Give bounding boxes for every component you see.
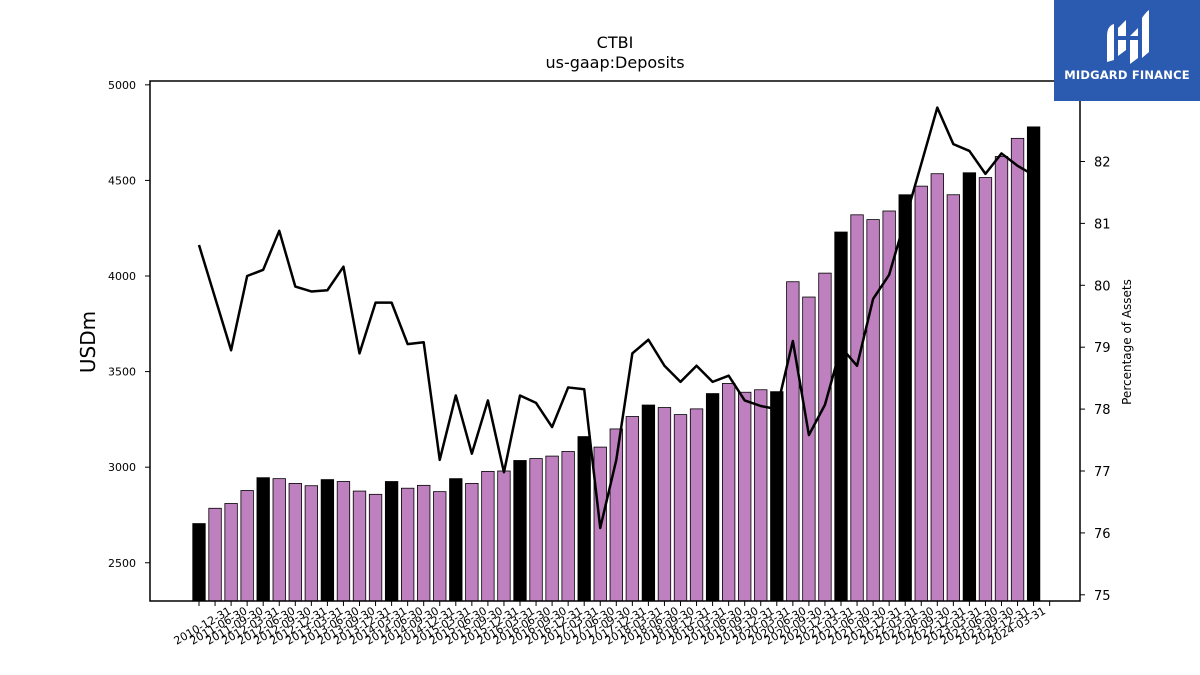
- bar: [770, 391, 784, 602]
- y2-axis-label: Percentage of Assets: [1120, 279, 1134, 405]
- bar: [802, 296, 816, 602]
- y2-tick-label: 75: [1094, 589, 1111, 604]
- bar: [497, 470, 511, 602]
- bar: [962, 172, 977, 602]
- bar: [256, 477, 270, 602]
- bar: [882, 210, 896, 602]
- line-series: [197, 106, 1035, 530]
- bar: [481, 470, 495, 602]
- bar: [288, 483, 302, 602]
- chart-title: CTBI: [597, 33, 634, 52]
- line-path: [197, 106, 1035, 530]
- bar: [786, 281, 800, 602]
- bar: [850, 214, 864, 602]
- y-tick-label: 3500: [108, 366, 136, 379]
- bar: [384, 481, 399, 602]
- bar: [994, 156, 1009, 602]
- chart-subtitle: us-gaap:Deposits: [545, 53, 684, 72]
- bar: [930, 173, 944, 602]
- bar: [304, 485, 319, 602]
- x-axis: 2010-12-312011-06-302011-09-302012-03-31…: [172, 601, 1051, 648]
- bar: [625, 416, 639, 602]
- bar: [272, 478, 286, 602]
- bar: [1010, 137, 1025, 602]
- bar: [513, 460, 527, 602]
- bar: [417, 484, 431, 602]
- brand-logo: MIDGARD FINANCE: [1054, 0, 1200, 101]
- y-tick-label: 4000: [108, 270, 136, 283]
- y2-tick-label: 79: [1094, 341, 1111, 356]
- y-tick-label: 5000: [108, 79, 136, 92]
- bar: [946, 194, 960, 602]
- bar-series: [192, 126, 1041, 602]
- bar: [818, 272, 832, 602]
- bar: [898, 194, 912, 602]
- y2-tick-label: 78: [1094, 403, 1111, 418]
- bar: [368, 493, 383, 602]
- bar: [400, 487, 415, 602]
- y-tick-label: 3000: [108, 461, 136, 474]
- bar: [657, 407, 672, 602]
- bar: [336, 481, 351, 602]
- y2-tick-label: 82: [1094, 155, 1111, 170]
- y-tick-label: 4500: [108, 174, 136, 187]
- bar: [224, 503, 238, 602]
- bar: [1026, 126, 1041, 602]
- y-axis: 2500 3000 3500 4000 4500 5000: [108, 79, 150, 570]
- bar: [240, 490, 254, 602]
- bar: [320, 479, 335, 602]
- bar: [673, 414, 688, 602]
- bar: [545, 455, 559, 602]
- bar: [914, 185, 928, 602]
- bar: [866, 219, 880, 602]
- bar: [722, 383, 736, 602]
- y-axis-label: USDm: [76, 311, 100, 373]
- brand-name: MIDGARD FINANCE: [1064, 68, 1190, 82]
- y2-tick-label: 80: [1094, 279, 1111, 294]
- bar: [208, 507, 222, 602]
- bar: [352, 490, 367, 602]
- bar: [449, 478, 463, 602]
- bar: [465, 483, 479, 602]
- plot-frame: [149, 80, 1081, 602]
- y2-tick-label: 76: [1094, 527, 1111, 542]
- bar: [978, 177, 993, 602]
- bar: [705, 393, 720, 602]
- bar: [561, 451, 575, 602]
- bar: [433, 491, 447, 602]
- bar: [529, 458, 543, 602]
- bar: [689, 408, 704, 602]
- bar: [738, 391, 752, 602]
- bar: [641, 404, 656, 602]
- midgard-logo-icon: [1107, 10, 1149, 64]
- y2-axis: 75 76 77 78 79 80 81 82: [1080, 155, 1111, 604]
- bar: [192, 523, 206, 602]
- bar: [754, 389, 768, 602]
- bar: [834, 231, 848, 602]
- y2-tick-label: 77: [1094, 465, 1111, 480]
- bar: [577, 436, 591, 602]
- y-tick-label: 2500: [108, 557, 136, 570]
- y2-tick-label: 81: [1094, 217, 1111, 232]
